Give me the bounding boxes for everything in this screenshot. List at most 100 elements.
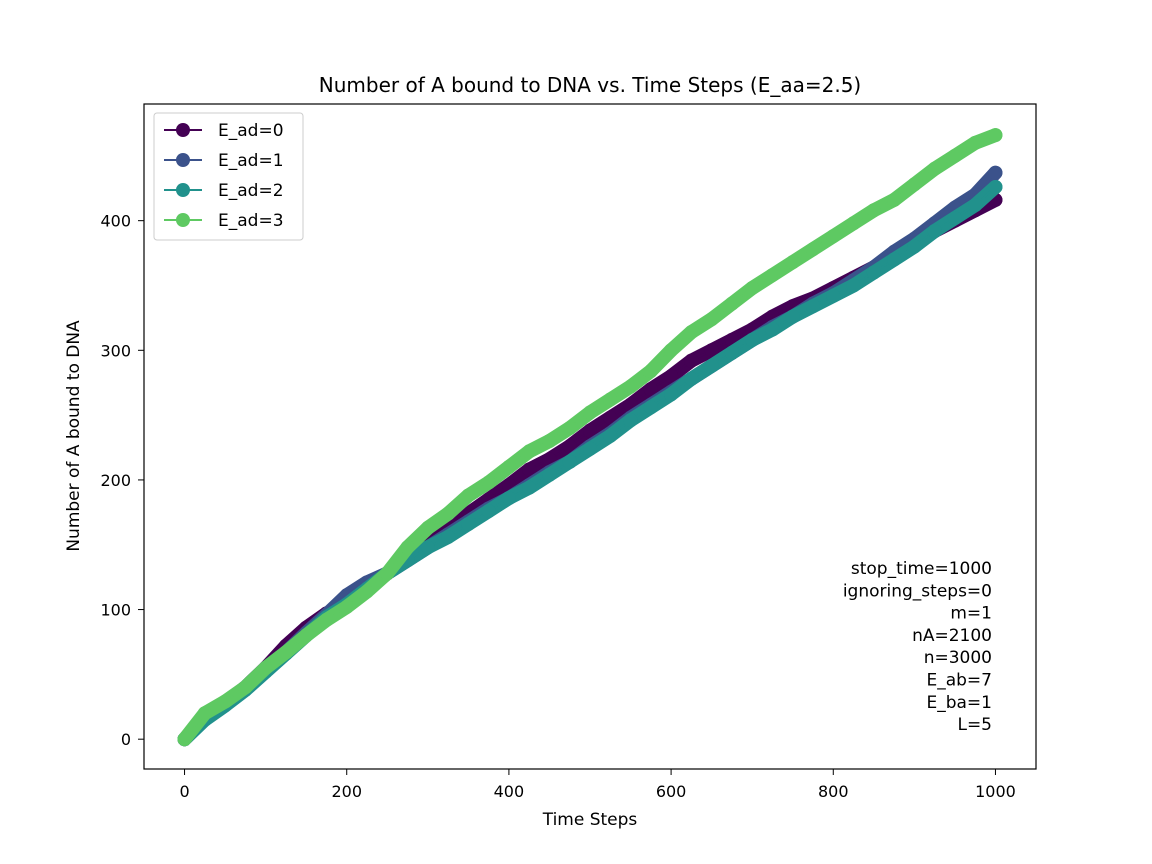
data-point: [501, 459, 516, 474]
legend-box: [153, 112, 304, 241]
annotation-line: E_ba=1: [926, 693, 992, 713]
data-point: [968, 135, 983, 150]
data-point: [643, 400, 658, 415]
data-point: [704, 358, 719, 373]
data-point: [522, 444, 537, 459]
data-point: [745, 332, 760, 347]
data-point: [562, 421, 577, 436]
data-point: [522, 480, 537, 495]
x-axis-label: Time Steps: [542, 810, 638, 830]
data-point: [400, 540, 415, 555]
data-point: [420, 540, 435, 555]
data-point: [887, 252, 902, 267]
data-point: [785, 309, 800, 324]
data-point: [724, 345, 739, 360]
data-point: [745, 281, 760, 296]
data-point: [643, 382, 658, 397]
data-point: [664, 343, 679, 358]
legend-entry: E_ad=3: [164, 211, 284, 231]
legend-entry: E_ad=2: [164, 181, 284, 201]
legend-entry: E_ad=0: [164, 121, 284, 141]
legend: E_ad=0 E_ad=1 E_ad=2 E_ad=3: [153, 112, 304, 241]
data-point: [846, 216, 861, 231]
data-point: [927, 224, 942, 239]
data-point: [947, 148, 962, 163]
data-point: [461, 488, 476, 503]
y-tick-label: 400: [100, 212, 131, 231]
data-point: [380, 566, 395, 581]
data-point: [785, 255, 800, 270]
y-axis-ticks: 0 100 200 300 400: [100, 212, 144, 749]
data-point: [866, 203, 881, 218]
data-point: [420, 520, 435, 535]
legend-entry: E_ad=1: [164, 151, 284, 171]
data-point: [299, 628, 314, 643]
data-point: [664, 369, 679, 384]
data-point: [522, 462, 537, 477]
data-point: [623, 413, 638, 428]
data-point: [684, 371, 699, 386]
series-E_ad=3: [177, 128, 1003, 747]
data-point: [623, 379, 638, 394]
x-tick-label: 400: [494, 782, 525, 801]
data-point: [562, 454, 577, 469]
plot-area: [143, 103, 1037, 770]
data-point: [907, 239, 922, 254]
data-point: [806, 242, 820, 257]
legend-marker: [176, 153, 190, 167]
data-point: [319, 612, 334, 627]
legend-label: E_ad=3: [218, 211, 284, 231]
y-axis-label: Number of A bound to DNA: [64, 320, 84, 552]
data-point: [583, 405, 597, 420]
data-point: [583, 441, 597, 456]
data-point: [197, 706, 212, 721]
data-point: [684, 353, 699, 368]
x-axis-ticks: 0 200 400 600 800 1000: [179, 769, 1016, 801]
legend-marker: [176, 213, 190, 227]
data-point: [441, 529, 456, 544]
legend-label: E_ad=0: [218, 121, 284, 141]
y-tick-label: 200: [100, 471, 131, 490]
annotation-line: L=5: [957, 715, 992, 735]
data-point: [826, 229, 841, 244]
series-E_ad=2: [177, 179, 1003, 747]
data-point: [481, 504, 496, 519]
data-point: [988, 128, 1003, 143]
data-point: [603, 428, 618, 443]
axes-frame: [143, 103, 1037, 770]
annotation-line: E_ab=7: [926, 671, 992, 691]
data-point: [887, 192, 902, 207]
x-tick-label: 1000: [975, 782, 1016, 801]
chart-title: Number of A bound to DNA vs. Time Steps …: [319, 73, 861, 97]
data-point: [724, 296, 739, 311]
y-tick-label: 100: [100, 601, 131, 620]
legend-label: E_ad=1: [218, 151, 284, 171]
series-layer: [177, 128, 1003, 747]
data-point: [866, 265, 881, 280]
data-point: [988, 179, 1003, 194]
y-tick-label: 300: [100, 341, 131, 360]
x-tick-label: 200: [331, 782, 362, 801]
data-point: [542, 467, 557, 482]
data-point: [177, 732, 192, 747]
data-point: [238, 680, 253, 695]
annotation-line: n=3000: [924, 648, 992, 668]
data-point: [826, 288, 841, 303]
data-point: [765, 268, 780, 283]
data-point: [481, 475, 496, 490]
y-tick-label: 0: [121, 730, 131, 749]
data-point: [806, 299, 820, 314]
legend-marker: [176, 183, 190, 197]
data-point: [927, 161, 942, 176]
data-point: [583, 423, 597, 438]
x-tick-label: 600: [656, 782, 687, 801]
data-point: [704, 312, 719, 327]
data-point: [603, 392, 618, 407]
data-point: [968, 198, 983, 213]
data-point: [461, 517, 476, 531]
data-point: [603, 410, 618, 425]
annotation-line: ignoring_steps=0: [843, 581, 992, 601]
annotation-line: m=1: [950, 604, 992, 624]
legend-label: E_ad=2: [218, 181, 284, 201]
